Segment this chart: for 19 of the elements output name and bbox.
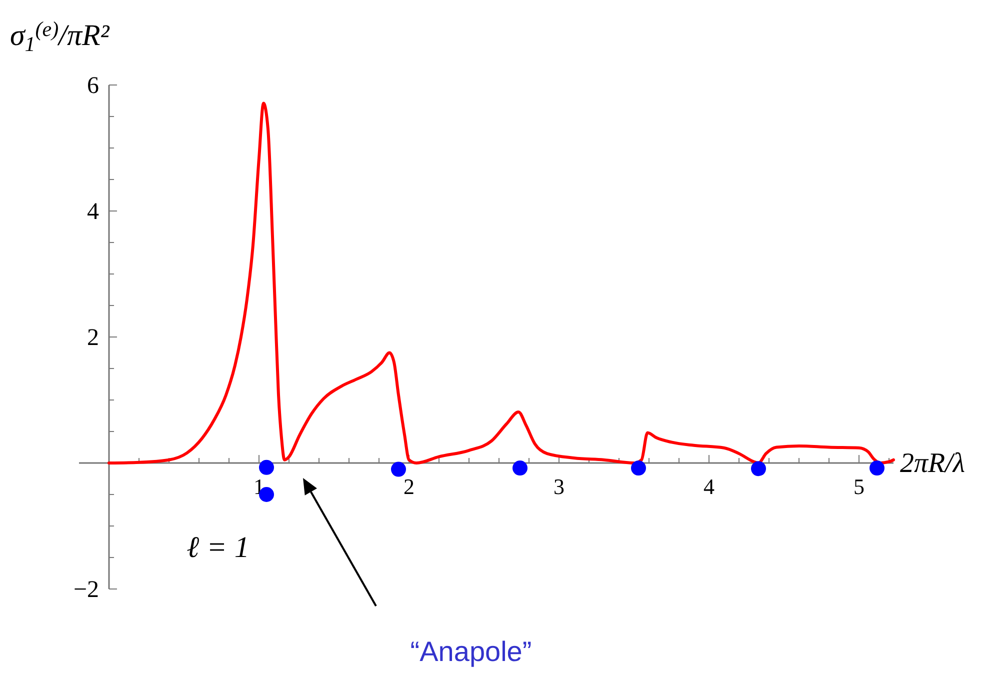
point	[259, 460, 274, 475]
point	[391, 462, 406, 477]
point	[870, 460, 884, 476]
point	[631, 460, 646, 476]
y-tick-label: 2	[87, 325, 99, 351]
point	[259, 487, 274, 502]
text: “Anapole”	[410, 636, 532, 667]
x-axis-title: 2πR/λ	[900, 448, 966, 479]
y-axis-title: σ$_{1}$$^{(e)}$/πR²	[10, 16, 110, 56]
point	[512, 460, 528, 476]
y-tick-label: 4	[87, 199, 99, 225]
x-tick-label: 4	[704, 474, 714, 499]
x-tick-label: 2	[404, 474, 414, 499]
x-tick-label: 3	[554, 474, 564, 499]
annotation: ℓ = 1	[186, 531, 250, 564]
x-tick-label: 5	[854, 474, 864, 499]
point	[751, 461, 766, 476]
y-tick-label: 6	[87, 73, 99, 99]
y-tick-label: −2	[73, 577, 99, 603]
